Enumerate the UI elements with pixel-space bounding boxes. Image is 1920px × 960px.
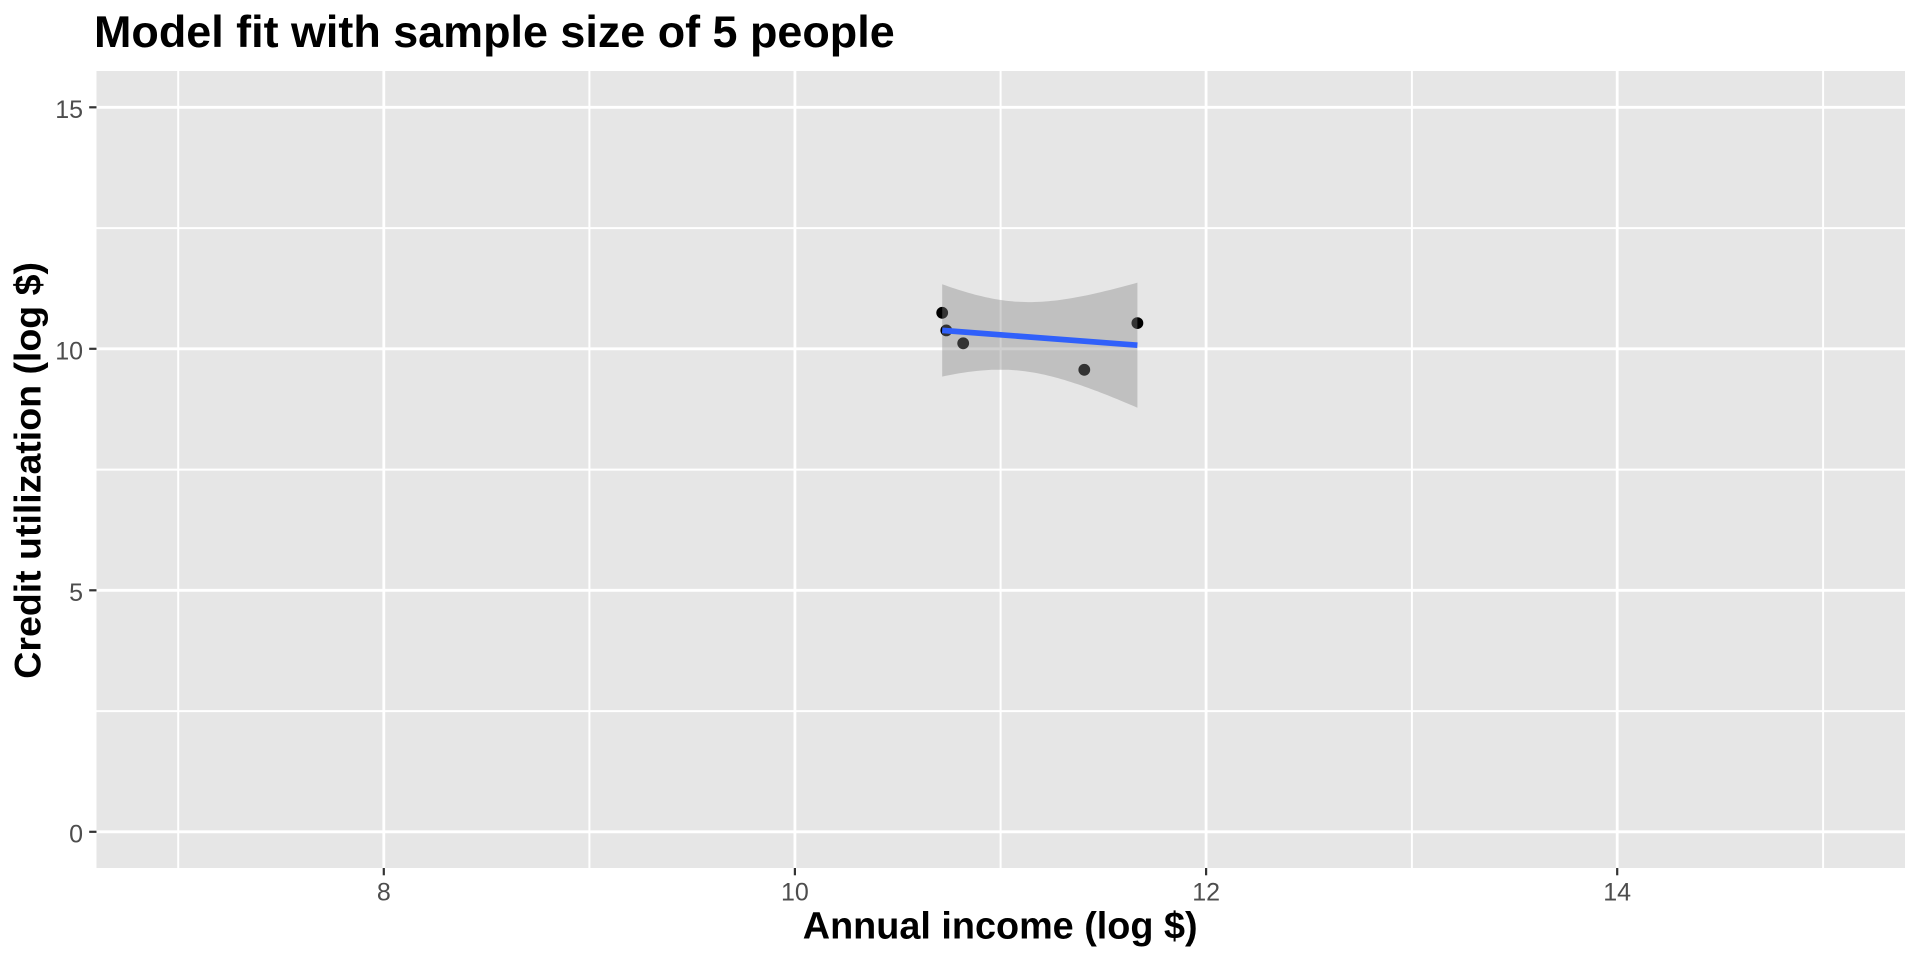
svg-text:5: 5 <box>69 579 83 607</box>
svg-text:15: 15 <box>55 96 83 124</box>
svg-text:Credit utilization (log $): Credit utilization (log $) <box>6 262 48 679</box>
svg-text:8: 8 <box>377 878 391 906</box>
svg-text:0: 0 <box>69 821 83 849</box>
svg-text:10: 10 <box>55 338 83 366</box>
svg-text:10: 10 <box>781 878 809 906</box>
svg-text:Model fit with sample size of: Model fit with sample size of 5 people <box>94 6 895 57</box>
svg-text:Annual income (log $): Annual income (log $) <box>803 905 1198 947</box>
svg-text:12: 12 <box>1192 878 1220 906</box>
svg-text:14: 14 <box>1603 878 1631 906</box>
